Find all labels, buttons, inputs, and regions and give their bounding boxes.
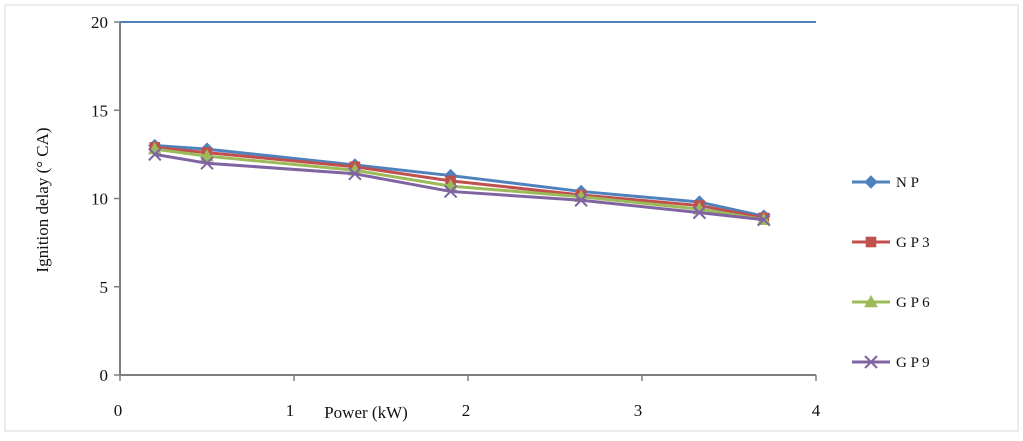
legend-label: G P 6 xyxy=(896,295,930,311)
x-tick-label: 4 xyxy=(812,401,821,420)
data-point-marker xyxy=(443,184,458,199)
marker-stroke xyxy=(574,193,588,207)
legend: N P G P 3 G P 6 G P 9 xyxy=(852,175,930,371)
marker-stroke xyxy=(443,184,458,199)
legend-label: N P xyxy=(896,175,919,191)
data-point-marker xyxy=(757,212,771,227)
legend-label: G P 9 xyxy=(896,355,930,371)
x-axis-title: Power (kW) xyxy=(324,403,408,422)
legend-item: G P 9 xyxy=(852,355,930,371)
y-tick-label: 5 xyxy=(100,278,109,297)
x-tick-label: 0 xyxy=(114,401,123,420)
y-tick-label: 15 xyxy=(91,101,108,120)
data-point-marker xyxy=(148,147,162,162)
y-tick-label: 0 xyxy=(100,366,109,385)
data-point-marker xyxy=(864,355,878,369)
marker-stroke xyxy=(692,205,707,220)
data-point-marker xyxy=(200,149,214,162)
legend-label: G P 3 xyxy=(896,235,930,251)
marker-stroke xyxy=(348,167,362,181)
x-tick-label: 3 xyxy=(634,401,643,420)
marker-stroke xyxy=(200,156,214,170)
series-g-p-9 xyxy=(148,147,771,227)
marker-stroke xyxy=(148,147,162,162)
marker-stroke xyxy=(757,212,771,227)
data-point-marker xyxy=(864,294,878,308)
axes: 0 5 10 15 20 0 1 2 3 4 xyxy=(91,13,821,420)
legend-item: N P xyxy=(852,175,919,191)
data-point-marker xyxy=(865,236,877,248)
x-tick-label: 1 xyxy=(286,401,295,420)
series-group xyxy=(147,138,771,227)
y-tick-label: 10 xyxy=(91,190,108,209)
x-tick-label: 2 xyxy=(462,401,471,420)
y-axis-title: Ignition delay (° CA) xyxy=(33,127,52,272)
chart-frame xyxy=(4,4,1019,432)
data-point-marker xyxy=(864,175,878,189)
legend-item: G P 6 xyxy=(852,294,930,311)
data-point-marker xyxy=(200,156,214,170)
marker-stroke xyxy=(864,355,878,369)
data-point-marker xyxy=(692,205,707,220)
data-point-marker xyxy=(574,193,588,207)
data-point-marker xyxy=(348,167,362,181)
y-tick-label: 20 xyxy=(91,13,108,32)
legend-item: G P 3 xyxy=(852,235,930,251)
